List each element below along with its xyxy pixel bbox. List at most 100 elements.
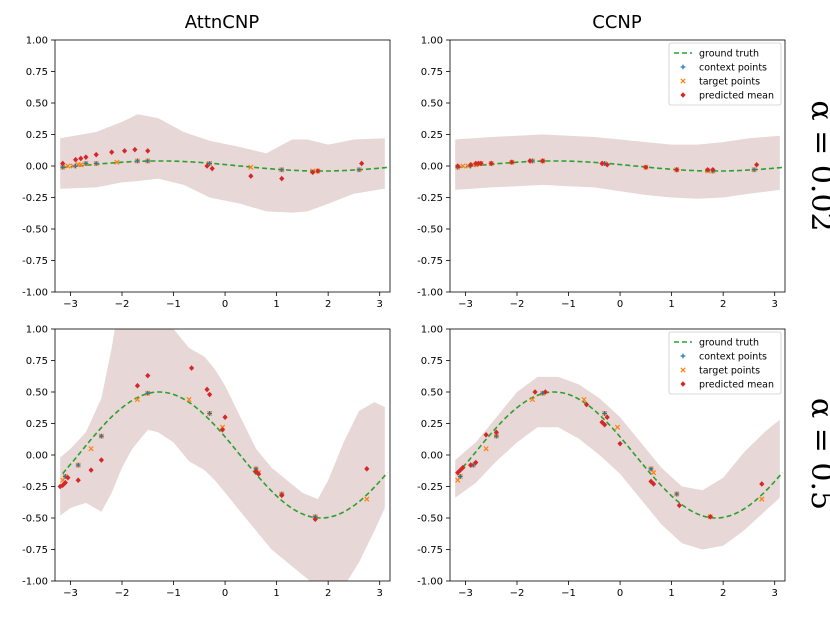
target-point [78,162,84,168]
legend-predicted-swatch [680,92,686,98]
predicted-mean-point [73,156,79,163]
predicted-mean-point [219,427,226,433]
predicted-mean-point [759,481,765,487]
plot-area [455,134,783,199]
y-tick-label: 1.00 [26,325,48,336]
legend-label: predicted mean [699,379,774,390]
x-tick-label: 2 [325,299,331,310]
uncertainty-band [455,376,780,550]
predicted-mean-point [457,467,463,473]
y-tick-label: -0.50 [22,225,48,236]
x-tick-label: −1 [166,299,181,310]
context-point [98,433,104,439]
x-tick-label: 2 [720,299,726,310]
x-tick-label: 1 [668,588,674,599]
target-point [759,496,765,502]
predicted-mean-point [248,173,254,179]
y-tick-label: -0.75 [22,545,48,556]
y-tick-label: 0.25 [421,130,443,141]
predicted-mean-point [93,151,99,158]
predicted-mean-point [98,457,104,463]
x-tick-label: −1 [166,588,181,599]
x-tick-label: 3 [377,588,383,599]
legend-box [668,42,782,106]
predicted-mean-point [60,160,66,167]
y-tick-label: 0.50 [26,388,48,399]
legend: ground truth context points target points p… [668,331,782,395]
context-point [145,390,151,396]
legend-target-swatch [680,367,686,373]
predicted-mean-point [705,166,711,173]
x-tick-label: 2 [325,588,331,599]
context-point [145,158,151,164]
legend-context-swatch [680,64,686,70]
predicted-mean-point [88,467,94,473]
predicted-mean-point [754,161,760,168]
y-tick-label: -0.50 [22,514,48,525]
predicted-mean-point [75,477,81,483]
panel-attncnp-alpha-002: 1.00 0.75 0.50 0.25 0.00 -0.25 -0.50 -0.75 -1.00… [22,36,391,310]
y-tick-label: 0.25 [26,419,48,430]
predicted-mean-point [473,459,479,466]
plot-area [57,329,389,581]
predicted-mean-point [707,513,713,520]
predicted-mean-point [83,154,89,160]
predicted-mean-point [604,161,610,168]
context-point [279,167,285,173]
predicted-mean-point [483,432,489,438]
predicted-mean-point [527,158,533,164]
predicted-mean-point [109,149,115,155]
y-tick-label: 0.75 [26,356,48,367]
legend-label: ground truth [699,337,759,348]
legend-label: target points [699,365,760,376]
predicted-mean-point [540,158,546,164]
y-tick-label: -0.75 [417,256,443,267]
y-tick-label: -0.25 [22,193,48,204]
predicted-mean-point [145,148,151,154]
context-point [457,474,463,479]
plot-area [60,114,388,213]
y-tick-label: 0.00 [26,451,48,462]
predicted-mean-point [488,160,494,167]
predicted-mean-point [468,161,474,168]
x-tick-label: −1 [561,588,576,599]
row-label-alpha-05: α = 0.5 [804,398,830,510]
panel-ccnp-alpha-05: 1.00 0.75 0.50 0.25 0.00 -0.25 -0.50 -0.75 -1.00… [417,325,786,599]
y-tick-label: 0.25 [421,419,443,430]
x-tick-label: 0 [222,588,228,599]
y-tick-label: -1.00 [417,577,443,588]
predicted-mean-point [648,478,654,485]
x-tick-label: 3 [772,299,778,310]
target-point [460,163,466,169]
y-tick-label: 1.00 [26,36,48,47]
predicted-mean-point [279,175,285,182]
y-tick-label: 0.50 [26,99,48,110]
y-tick-label: 0.00 [421,451,443,462]
target-point [248,164,254,170]
predicted-mean-point [460,464,466,471]
y-tick-label: 0.00 [26,162,48,173]
predicted-mean-point [310,169,316,176]
context-point [73,163,79,169]
x-tick-label: 2 [720,588,726,599]
predicted-mean-point [209,165,215,172]
y-tick-label: -0.75 [417,545,443,556]
ground-truth-line [62,160,388,172]
predicted-mean-point [279,492,285,499]
x-tick-label: 0 [617,588,623,599]
legend-target-swatch [680,78,686,84]
x-tick-label: −3 [458,588,473,599]
x-tick-label: −2 [115,299,130,310]
predicted-mean-point [604,414,610,420]
context-point [207,161,213,166]
x-tick-label: −3 [458,299,473,310]
predicted-mean-point [222,414,228,420]
y-tick-label: 0.50 [421,99,443,110]
legend-label: ground truth [699,48,759,59]
legend-label: context points [699,62,767,73]
y-tick-label: -1.00 [22,288,48,299]
panel-title-attncnp: AttnCNP [185,12,260,33]
x-tick-label: 3 [377,299,383,310]
y-tick-label: 0.25 [26,130,48,141]
